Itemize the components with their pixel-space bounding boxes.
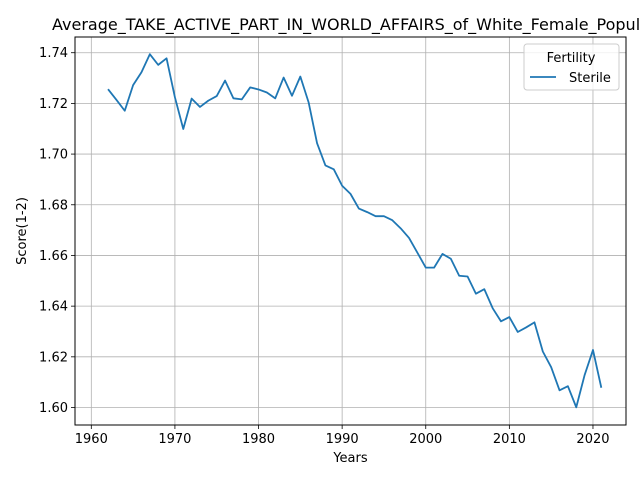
y-tick-label: 1.72: [39, 97, 68, 112]
x-tick-label: 1960: [75, 432, 108, 447]
y-axis-label: Score(1-2): [15, 197, 30, 265]
y-tick-label: 1.70: [39, 148, 68, 163]
x-tick-label: 1990: [326, 432, 359, 447]
y-tick-label: 1.74: [39, 46, 68, 61]
x-axis: 1960 1970 1980 1990 2000 2010 2020: [75, 425, 610, 447]
y-tick-label: 1.68: [39, 198, 68, 213]
chart-title: Average_TAKE_ACTIVE_PART_IN_WORLD_AFFAIR…: [52, 15, 640, 35]
plot-frame: [74, 36, 627, 426]
x-axis-label: Years: [332, 451, 368, 466]
y-axis: 1.60 1.62 1.64 1.66 1.68 1.70 1.72 1.74: [39, 46, 75, 416]
legend-label-sterile: Sterile: [569, 71, 611, 86]
x-tick-label: 2010: [493, 432, 526, 447]
x-tick-label: 2020: [576, 432, 609, 447]
grid: [75, 37, 626, 425]
legend-title: Fertility: [547, 51, 596, 66]
y-tick-label: 1.60: [39, 401, 68, 416]
series-layer: [107, 53, 603, 409]
y-tick-label: 1.62: [39, 350, 68, 365]
series-line-sterile: [107, 53, 603, 409]
x-tick-label: 2000: [409, 432, 442, 447]
legend: Fertility Sterile: [523, 43, 620, 91]
y-tick-label: 1.66: [39, 249, 68, 264]
x-tick-label: 1980: [242, 432, 275, 447]
y-tick-label: 1.64: [39, 300, 68, 315]
legend-box: [523, 43, 620, 91]
x-tick-label: 1970: [158, 432, 191, 447]
